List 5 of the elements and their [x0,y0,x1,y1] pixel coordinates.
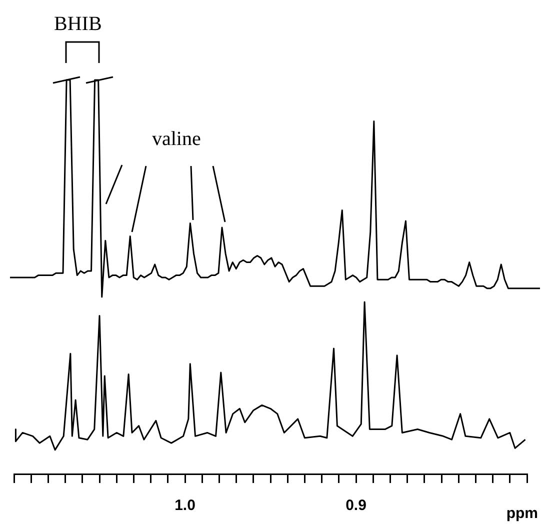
x-axis-title: ppm [506,505,538,522]
x-tick-label: 0.9 [346,497,366,514]
text: BHIB [54,13,102,36]
annotation: valine [152,128,201,151]
x-tick-label: 1.0 [174,497,196,514]
